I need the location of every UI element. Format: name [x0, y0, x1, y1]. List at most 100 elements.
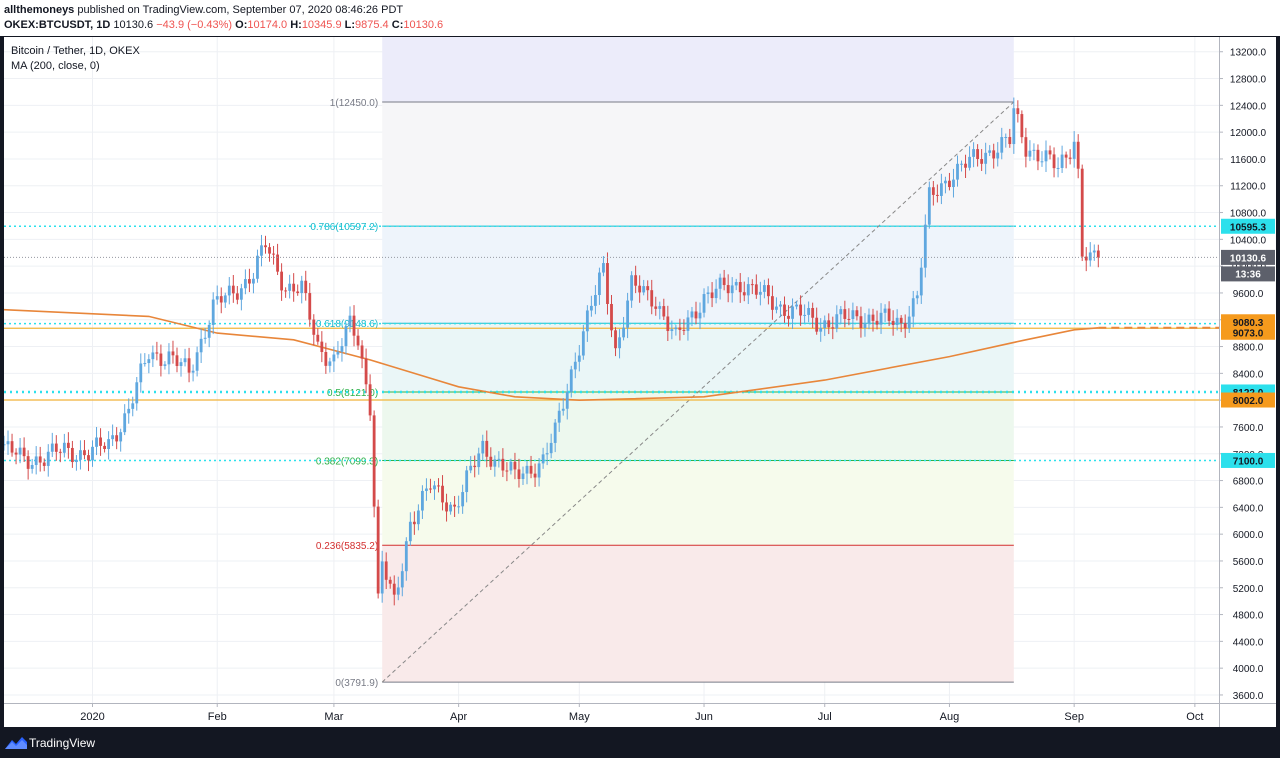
- candle-body: [795, 304, 798, 307]
- fib-level-label: 0.5(8121.0): [327, 388, 378, 399]
- price-tick-label: 13200.0: [1230, 48, 1267, 59]
- candle-body: [819, 328, 823, 332]
- candle-body: [879, 312, 883, 325]
- candle-body: [964, 163, 967, 168]
- candle-body: [811, 308, 815, 318]
- candle-body: [187, 358, 191, 373]
- price-tick-label: 4400.0: [1233, 637, 1264, 648]
- candle-body: [891, 320, 895, 326]
- candle-body: [960, 163, 963, 165]
- price-tick-label: 12400.0: [1230, 101, 1267, 112]
- candle-body: [348, 315, 352, 327]
- candle-body: [714, 288, 718, 299]
- candle-body: [372, 415, 376, 507]
- candle-body: [746, 284, 750, 296]
- price-tick-label: 4800.0: [1233, 611, 1264, 622]
- candle-body: [839, 309, 843, 315]
- fib-zone: [382, 545, 1014, 683]
- candle-body: [429, 488, 432, 490]
- candle-body: [730, 285, 734, 294]
- price-chart[interactable]: 1(12450.0) 0.786(10597.2) 0.618(9148.6) 0.5…: [4, 37, 1276, 727]
- candle-body: [421, 490, 424, 511]
- candle-body: [340, 346, 344, 352]
- change-value: −43.9 (−0.43%): [156, 19, 233, 31]
- candle-body: [573, 361, 577, 370]
- candle-body: [807, 308, 811, 315]
- tradingview-logo-icon[interactable]: [5, 736, 27, 750]
- price-tick-label: 8800.0: [1233, 343, 1264, 354]
- price-tick-label: 6400.0: [1233, 503, 1264, 514]
- candle-body: [127, 408, 131, 414]
- candle-body: [316, 334, 320, 342]
- candle-body: [670, 329, 674, 332]
- candle-body: [630, 275, 634, 301]
- candle-body: [54, 443, 58, 452]
- candle-body: [272, 253, 275, 255]
- candle-body: [505, 470, 509, 472]
- candle-body: [203, 337, 207, 339]
- close-label: C:: [391, 19, 404, 31]
- fib-retracement[interactable]: 1(12450.0) 0.786(10597.2) 0.618(9148.6) 0.5…: [310, 37, 1015, 689]
- candle-body: [1084, 256, 1088, 261]
- candle-body: [408, 521, 412, 542]
- time-tick-label: Apr: [450, 711, 467, 723]
- fib-level-label: 1(12450.0): [330, 98, 378, 109]
- candle-body: [70, 447, 74, 463]
- candle-body: [618, 337, 621, 349]
- candle-body: [521, 473, 525, 479]
- candle-body: [30, 465, 34, 469]
- candle-body: [223, 295, 227, 303]
- price-tick-label: 6000.0: [1233, 530, 1264, 541]
- candle-body: [553, 422, 557, 443]
- tradingview-brand[interactable]: TradingView: [29, 736, 96, 750]
- low-label: L:: [344, 19, 356, 31]
- candle-body: [509, 461, 513, 471]
- last-price: 10130.6: [113, 19, 154, 31]
- price-tick-label: 10400.0: [1230, 235, 1267, 246]
- candles: [4, 97, 1100, 606]
- candle-body: [10, 441, 14, 453]
- candle-body: [972, 149, 975, 157]
- candle-body: [304, 280, 308, 294]
- candle-body: [87, 455, 90, 461]
- level-badge-orange-label: 9073.0: [1233, 328, 1264, 339]
- candle-body: [980, 159, 984, 164]
- candle-body: [678, 327, 682, 330]
- author-name[interactable]: allthemoneys: [4, 4, 75, 16]
- candle-body: [799, 304, 802, 316]
- candle-body: [686, 317, 690, 331]
- candle-body: [473, 465, 477, 468]
- candle-body: [123, 413, 127, 433]
- candle-body: [581, 331, 585, 356]
- candle-body: [284, 290, 288, 292]
- price-tick-label: 9600.0: [1233, 289, 1264, 300]
- candle-body: [344, 326, 348, 347]
- candle-body: [320, 341, 324, 353]
- candle-body: [1092, 250, 1096, 253]
- candle-body: [6, 441, 10, 445]
- candle-body: [103, 445, 106, 449]
- candle-body: [863, 323, 867, 329]
- price-tick-label: 3600.0: [1233, 691, 1264, 702]
- price-tick-label: 5200.0: [1233, 584, 1264, 595]
- candle-body: [336, 351, 340, 355]
- level-badge-orange-label: 8002.0: [1233, 396, 1264, 407]
- ma-value-badge: [1221, 314, 1275, 330]
- candle-body: [815, 317, 819, 332]
- candle-body: [296, 291, 300, 294]
- candle-body: [915, 295, 919, 299]
- candle-body: [58, 451, 62, 453]
- candle-body: [501, 458, 505, 471]
- candle-body: [787, 315, 790, 319]
- candle-body: [895, 317, 899, 326]
- candle-body: [14, 452, 18, 455]
- countdown-badge: [1221, 266, 1275, 282]
- candle-body: [642, 286, 646, 293]
- candle-body: [513, 461, 517, 470]
- candle-body: [899, 317, 903, 324]
- candle-body: [1036, 149, 1040, 162]
- candle-body: [533, 473, 537, 478]
- candle-body: [107, 439, 111, 449]
- candle-body: [368, 384, 372, 416]
- candle-body: [927, 187, 931, 225]
